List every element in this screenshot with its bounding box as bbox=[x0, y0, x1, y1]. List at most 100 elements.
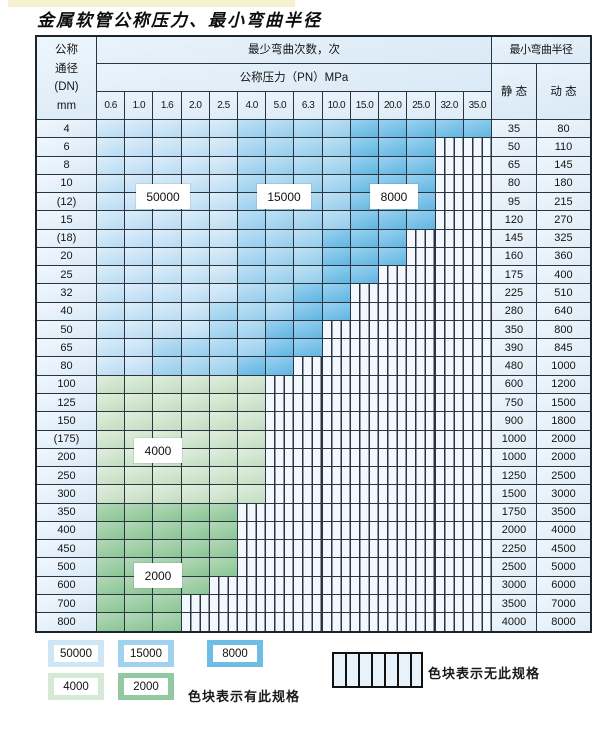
cycle-cell bbox=[435, 430, 464, 449]
cycle-cell bbox=[435, 156, 464, 175]
cycle-cell bbox=[379, 521, 408, 541]
cycle-cell bbox=[238, 448, 267, 468]
top-strip-decoration bbox=[8, 0, 295, 7]
cycle-count-label: 4000 bbox=[134, 438, 182, 463]
cycle-cell bbox=[97, 521, 126, 541]
dn-cell: 50 bbox=[37, 320, 97, 340]
cycle-cell bbox=[181, 156, 210, 175]
cycle-cell bbox=[266, 613, 295, 632]
cycle-cell bbox=[350, 576, 380, 595]
cycle-cell bbox=[181, 467, 210, 486]
cycle-cell bbox=[181, 576, 210, 595]
cycle-cell bbox=[266, 266, 295, 285]
cycle-cell bbox=[407, 540, 436, 559]
pressure-col-header: 25.0 bbox=[407, 92, 436, 120]
cycle-cell bbox=[435, 211, 464, 230]
cycle-cell bbox=[209, 156, 239, 175]
static-radius-cell: 145 bbox=[491, 229, 537, 248]
cycle-cell bbox=[266, 320, 295, 340]
cycle-cell bbox=[209, 558, 239, 577]
dynamic-radius-cell: 360 bbox=[536, 247, 590, 267]
pressure-col-header: 0.6 bbox=[97, 92, 126, 120]
legend-swatch-value: 4000 bbox=[54, 678, 98, 695]
cycle-cell bbox=[463, 174, 492, 194]
dn-cell: 800 bbox=[37, 613, 97, 632]
dn-cell: 10 bbox=[37, 174, 97, 194]
cycle-cell bbox=[379, 339, 408, 358]
cycle-cell bbox=[181, 138, 210, 157]
cycle-cell bbox=[322, 156, 351, 175]
cycle-cell bbox=[322, 284, 351, 303]
static-radius-cell: 225 bbox=[491, 284, 537, 303]
cycle-cell bbox=[379, 320, 408, 340]
legend-swatch-2000: 2000 bbox=[118, 673, 174, 700]
cycle-cell bbox=[266, 521, 295, 541]
dynamic-column-header: 动 态 bbox=[536, 64, 590, 120]
cycle-cell bbox=[294, 467, 323, 486]
dynamic-radius-cell: 1800 bbox=[536, 412, 590, 431]
cycle-cell bbox=[463, 193, 492, 212]
cycle-cell bbox=[379, 485, 408, 504]
cycle-cell bbox=[153, 156, 182, 175]
cycle-cell bbox=[350, 320, 380, 340]
cycle-cell bbox=[407, 320, 436, 340]
cycle-cell bbox=[238, 339, 267, 358]
dn-cell: 350 bbox=[37, 503, 97, 522]
cycle-cell bbox=[407, 266, 436, 285]
cycle-cell bbox=[463, 229, 492, 248]
cycle-cell bbox=[97, 613, 126, 632]
cycle-cell bbox=[97, 339, 126, 358]
legend-has-spec-text: 色块表示有此规格 bbox=[188, 689, 301, 704]
cycle-cell bbox=[125, 211, 154, 230]
cycle-cell bbox=[97, 485, 126, 504]
cycle-cell bbox=[153, 247, 182, 267]
cycle-cell bbox=[209, 412, 239, 431]
cycle-cell bbox=[350, 302, 380, 321]
cycle-cell bbox=[350, 247, 380, 267]
cycle-cell bbox=[125, 412, 154, 431]
cycle-cell bbox=[435, 284, 464, 303]
dynamic-radius-cell: 8000 bbox=[536, 613, 590, 632]
dn-cell: 200 bbox=[37, 448, 97, 468]
cycle-cell bbox=[350, 594, 380, 614]
cycle-cell bbox=[294, 229, 323, 248]
cycle-cell bbox=[125, 521, 154, 541]
cycle-cell bbox=[209, 540, 239, 559]
cycle-cell bbox=[435, 503, 464, 522]
dn-cell: 40 bbox=[37, 302, 97, 321]
pressure-col-header: 1.0 bbox=[125, 92, 154, 120]
cycle-cell bbox=[266, 558, 295, 577]
cycle-cell bbox=[97, 320, 126, 340]
cycle-cell bbox=[125, 266, 154, 285]
cycle-cell bbox=[463, 357, 492, 376]
cycle-cell bbox=[266, 375, 295, 394]
cycle-cell bbox=[407, 448, 436, 468]
pressure-col-header: 2.5 bbox=[209, 92, 239, 120]
cycle-cell bbox=[238, 120, 267, 139]
cycle-cell bbox=[379, 266, 408, 285]
cycle-cell bbox=[379, 613, 408, 632]
dn-header-line: 通径 bbox=[55, 62, 78, 75]
cycle-cell bbox=[350, 393, 380, 413]
legend-swatch-15000: 15000 bbox=[118, 640, 174, 667]
cycle-cell bbox=[181, 211, 210, 230]
static-column-header: 静 态 bbox=[491, 64, 537, 120]
static-radius-cell: 2250 bbox=[491, 540, 537, 559]
cycle-cell bbox=[379, 247, 408, 267]
cycle-cell bbox=[294, 503, 323, 522]
cycle-cell bbox=[435, 393, 464, 413]
cycle-cell bbox=[153, 412, 182, 431]
cycle-cell bbox=[153, 594, 182, 614]
cycle-cell bbox=[209, 174, 239, 194]
cycle-cell bbox=[435, 138, 464, 157]
cycle-cell bbox=[407, 247, 436, 267]
cycle-cell bbox=[379, 284, 408, 303]
legend-swatch-8000: 8000 bbox=[207, 640, 263, 667]
dynamic-radius-cell: 2000 bbox=[536, 430, 590, 449]
dynamic-radius-cell: 110 bbox=[536, 138, 590, 157]
cycle-cell bbox=[322, 174, 351, 194]
static-radius-cell: 1500 bbox=[491, 485, 537, 504]
cycle-cell bbox=[181, 430, 210, 449]
legend-no-spec-hatch-swatch bbox=[332, 652, 423, 688]
cycle-cell bbox=[97, 594, 126, 614]
